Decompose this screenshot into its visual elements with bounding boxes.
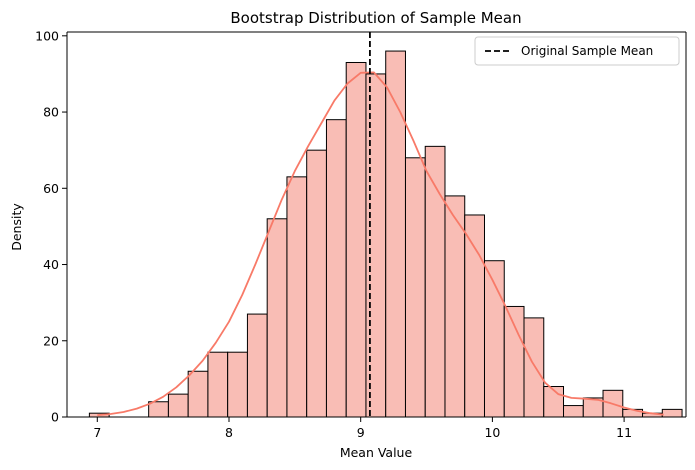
x-tick-label: 7 [93, 425, 101, 440]
x-tick-label: 8 [225, 425, 233, 440]
plot-area: 7 8 9 10 11 0 20 40 60 80 100 [35, 28, 687, 440]
histogram-bar [167, 393, 189, 418]
histogram-bar [464, 214, 485, 418]
y-tick-label: 80 [43, 105, 59, 120]
y-axis-label: Density [9, 203, 24, 251]
kde-curve [97, 71, 664, 416]
x-tick-label: 11 [616, 425, 632, 440]
x-axis-label: Mean Value [340, 445, 413, 460]
y-tick-label: 60 [43, 181, 59, 196]
y-tick-label: 20 [43, 333, 59, 348]
chart-title: Bootstrap Distribution of Sample Mean [230, 9, 521, 27]
x-tick-label: 10 [484, 425, 500, 440]
legend: Original Sample Mean [474, 36, 680, 66]
histogram-bar [385, 50, 406, 418]
histogram-bar [523, 317, 545, 418]
histogram-bar [404, 157, 426, 418]
histogram-bar [227, 351, 248, 418]
legend-entry-label: Original Sample Mean [521, 44, 653, 58]
histogram-bar [345, 61, 367, 418]
histogram-bar [207, 351, 229, 418]
x-tick-label: 9 [357, 425, 365, 440]
histogram-bar [365, 73, 387, 418]
histogram-bar [246, 313, 268, 418]
histogram-bar [661, 408, 683, 418]
histogram-bar [563, 405, 584, 418]
histogram-bar [286, 176, 308, 418]
histogram-bar [266, 218, 288, 418]
histogram-bar [187, 370, 209, 418]
legend-frame [474, 36, 680, 66]
histogram-bar [148, 401, 169, 418]
y-tick-label: 0 [51, 410, 59, 425]
y-tick-label: 100 [35, 28, 59, 43]
histogram-bar [325, 119, 347, 418]
histogram-bar [306, 149, 327, 418]
y-tick-label: 40 [43, 257, 59, 272]
